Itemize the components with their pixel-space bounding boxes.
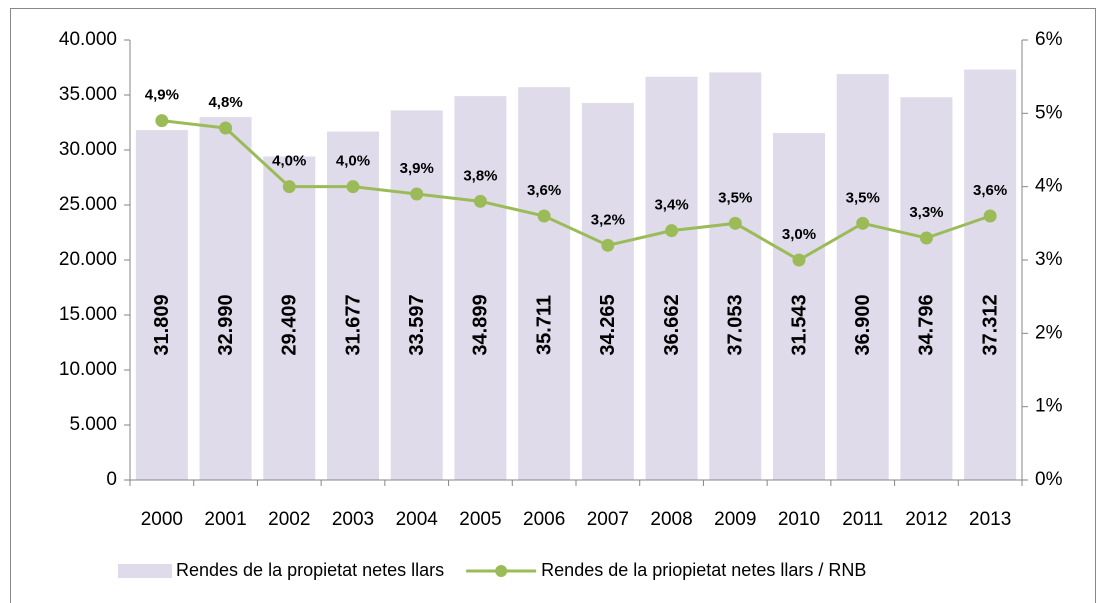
x-tick-label: 2009 — [714, 509, 756, 530]
line-point — [856, 216, 870, 230]
bar-value-label: 35.711 — [533, 295, 555, 355]
line-value-label: 3,5% — [718, 189, 752, 206]
line-point — [665, 224, 679, 238]
legend-swatch — [118, 564, 172, 578]
line-value-label: 4,9% — [145, 87, 179, 104]
line-point — [792, 253, 806, 267]
line-value-label: 3,2% — [591, 211, 625, 228]
bar — [645, 76, 698, 480]
bar-value-label: 29.409 — [279, 294, 301, 355]
bar — [773, 133, 825, 481]
y2-tick-label: 0% — [1035, 469, 1063, 490]
bar-value-label: 31.809 — [151, 294, 173, 355]
bar-value-label: 34.796 — [916, 294, 938, 355]
bar — [836, 74, 889, 480]
bar — [199, 117, 252, 481]
bar-value-label: 31.543 — [788, 294, 810, 355]
line-point — [473, 194, 487, 208]
line-point — [601, 238, 615, 252]
x-tick-label: 2000 — [141, 509, 183, 530]
legend-label: Rendes de la priopietat netes llars / RN… — [541, 560, 866, 580]
x-tick-label: 2005 — [459, 509, 501, 530]
x-tick-label: 2008 — [650, 509, 692, 530]
bar-value-label: 37.312 — [979, 294, 1001, 355]
bar — [135, 130, 188, 480]
line-value-label: 3,5% — [846, 189, 880, 206]
bar — [964, 69, 1017, 481]
line-point — [728, 216, 742, 230]
y-tick-label: 25.000 — [59, 194, 117, 215]
bar — [454, 96, 507, 481]
y-tick-label: 15.000 — [59, 304, 117, 325]
y2-tick-label: 6% — [1035, 29, 1063, 50]
y-tick-label: 10.000 — [59, 359, 117, 380]
bar-value-label: 32.990 — [215, 294, 237, 355]
y-tick-label: 30.000 — [59, 139, 117, 160]
line-value-label: 3,9% — [400, 160, 434, 177]
bar — [709, 72, 762, 481]
x-tick-label: 2013 — [969, 509, 1011, 530]
line-point — [410, 187, 424, 201]
line-point — [346, 180, 360, 194]
line-value-label: 3,6% — [973, 182, 1007, 199]
line-point — [155, 114, 169, 128]
y2-tick-label: 3% — [1035, 249, 1063, 270]
bar — [263, 156, 316, 480]
x-tick-label: 2011 — [842, 509, 883, 530]
y-tick-label: 40.000 — [59, 29, 117, 50]
line-value-label: 4,0% — [336, 153, 370, 170]
y2-tick-label: 2% — [1035, 322, 1063, 343]
bar — [900, 97, 953, 480]
line-series — [161, 119, 991, 262]
legend-label: Rendes de la propietat netes llars — [176, 560, 444, 580]
line-value-label: 3,4% — [654, 197, 688, 214]
line-point — [282, 180, 296, 194]
y2-tick-label: 1% — [1035, 396, 1063, 417]
bar-value-label: 36.662 — [661, 294, 683, 355]
y-tick-label: 35.000 — [59, 84, 117, 105]
x-tick-label: 2012 — [905, 509, 947, 530]
y-tick-label: 5.000 — [69, 414, 117, 435]
bar-value-label: 33.597 — [406, 294, 428, 355]
x-tick-label: 2003 — [332, 509, 374, 530]
x-tick-label: 2002 — [268, 509, 310, 530]
line-value-label: 4,0% — [272, 153, 306, 170]
y2-tick-label: 5% — [1035, 102, 1063, 123]
x-tick-label: 2004 — [396, 509, 439, 530]
line-value-label: 3,6% — [527, 182, 561, 199]
x-tick-label: 2001 — [204, 509, 246, 530]
bar — [390, 110, 443, 481]
line-value-label: 4,8% — [208, 94, 242, 111]
line-value-label: 3,8% — [463, 167, 497, 184]
y-tick-label: 0 — [106, 469, 117, 490]
bar-value-label: 34.265 — [597, 294, 619, 355]
line-point — [219, 121, 233, 135]
x-tick-label: 2010 — [778, 509, 820, 530]
legend-marker — [495, 565, 508, 577]
line-point — [919, 231, 933, 245]
line-point — [983, 209, 997, 223]
bar — [581, 103, 634, 481]
line-point — [537, 209, 551, 223]
line-value-label: 3,0% — [782, 226, 816, 243]
x-tick-label: 2006 — [523, 509, 565, 530]
bar-value-label: 37.053 — [725, 294, 747, 355]
y-tick-label: 20.000 — [59, 249, 117, 270]
x-tick-label: 2007 — [587, 509, 629, 530]
y2-tick-label: 4% — [1035, 176, 1063, 197]
bar-value-label: 34.899 — [470, 294, 492, 355]
bar-value-label: 31.677 — [342, 294, 364, 355]
bar-value-label: 36.900 — [852, 294, 874, 355]
line-value-label: 3,3% — [909, 204, 943, 221]
bar — [518, 87, 571, 480]
